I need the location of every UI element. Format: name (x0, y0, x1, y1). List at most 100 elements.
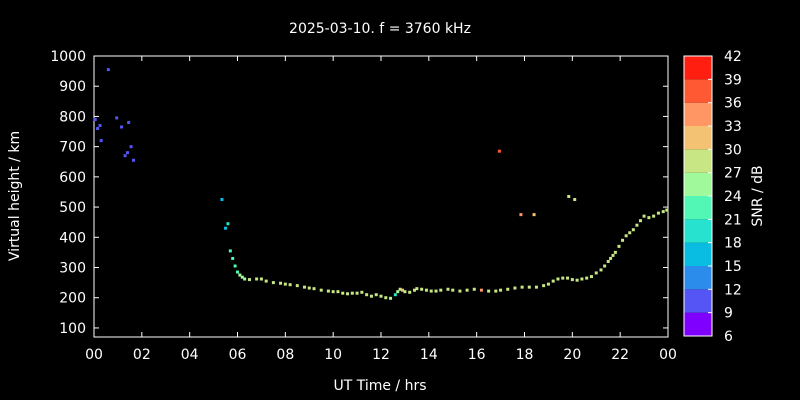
data-point (236, 270, 239, 274)
data-point (231, 256, 235, 260)
data-point (534, 285, 538, 289)
data-point (295, 284, 299, 288)
data-point (125, 151, 129, 155)
data-point (288, 283, 292, 287)
colorbar-segment (684, 56, 712, 80)
data-point (566, 276, 570, 280)
data-point (519, 213, 523, 217)
data-point (98, 123, 102, 127)
colorbar-tick-label: 12 (724, 282, 742, 298)
data-point (642, 214, 646, 218)
data-point (226, 222, 230, 226)
data-point (465, 288, 469, 292)
data-point (628, 231, 632, 235)
colorbar-tick-label: 15 (724, 259, 742, 275)
data-point (638, 219, 642, 223)
data-point (396, 290, 400, 294)
data-point (532, 213, 536, 217)
data-point (599, 268, 603, 272)
data-point (115, 116, 119, 120)
colorbar-segment (684, 172, 712, 196)
data-point (546, 282, 550, 286)
data-point (96, 127, 100, 131)
colorbar-segment (684, 266, 712, 290)
data-point (247, 278, 251, 282)
x-tick-label: 04 (181, 347, 199, 363)
data-point (341, 291, 345, 295)
data-point (326, 289, 330, 293)
colorbar-segment (684, 126, 712, 150)
data-point (631, 228, 635, 232)
data-point (319, 288, 323, 292)
colorbar-tick-label: 27 (724, 166, 742, 182)
data-point (661, 210, 665, 214)
data-point (365, 293, 369, 297)
data-point (369, 294, 373, 298)
y-tick-label: 600 (59, 170, 86, 186)
data-point (580, 277, 584, 281)
data-point (271, 281, 275, 285)
data-point (424, 288, 428, 292)
y-tick-label: 1000 (50, 49, 86, 65)
data-point (389, 296, 393, 300)
data-point (621, 238, 625, 242)
data-point (556, 277, 560, 281)
data-point (567, 195, 571, 198)
data-point (240, 275, 244, 279)
data-point (312, 287, 316, 291)
colorbar-segment (684, 79, 712, 103)
data-point (513, 286, 517, 290)
x-axis: 00 02 04 06 08 10 12 14 16 18 20 22 00 (85, 56, 677, 363)
data-point (458, 289, 462, 293)
data-point (220, 198, 224, 202)
colorbar-segment (684, 196, 712, 220)
data-point (451, 288, 455, 292)
data-point (420, 287, 424, 291)
colorbar: 6 9 12 15 18 21 24 27 30 33 36 39 42 (683, 49, 742, 345)
data-point (123, 154, 127, 158)
data-point (346, 292, 350, 296)
colorbar-tick-label: 6 (724, 329, 733, 345)
data-point (589, 275, 593, 279)
data-point (99, 139, 103, 143)
data-point (561, 276, 565, 280)
colorbar-segment (684, 219, 712, 243)
data-point (93, 117, 97, 121)
data-point (398, 287, 402, 291)
data-point (652, 214, 656, 218)
data-point (307, 286, 311, 290)
x-tick-label: 00 (85, 347, 103, 363)
colorbar-tick-label: 18 (724, 236, 742, 252)
data-point (520, 285, 524, 289)
data-point (434, 289, 438, 293)
data-point (613, 250, 617, 254)
data-point (585, 276, 589, 280)
y-tick-label: 100 (59, 321, 86, 337)
data-point (374, 293, 378, 297)
data-point (446, 287, 450, 291)
colorbar-tick-label: 9 (724, 306, 733, 322)
data-point (609, 256, 613, 260)
data-point (264, 279, 268, 283)
data-point (243, 277, 247, 281)
data-point (393, 293, 397, 297)
data-point (617, 244, 621, 248)
y-tick-label: 500 (59, 200, 86, 216)
colorbar-segment (684, 149, 712, 173)
x-tick-label: 20 (563, 347, 581, 363)
colorbar-tick-label: 36 (724, 96, 742, 112)
data-point (336, 290, 340, 294)
data-point (412, 288, 416, 292)
data-point (527, 285, 531, 289)
data-point (360, 290, 364, 294)
data-point (279, 281, 283, 285)
data-point (665, 208, 669, 212)
x-tick-label: 06 (229, 347, 247, 363)
data-point (384, 296, 388, 300)
data-point (494, 289, 498, 293)
colorbar-tick-label: 30 (724, 142, 742, 158)
y-axis: 100 200 300 400 500 600 700 800 900 1000 (50, 49, 668, 337)
data-point (624, 234, 628, 238)
x-tick-label: 12 (372, 347, 390, 363)
